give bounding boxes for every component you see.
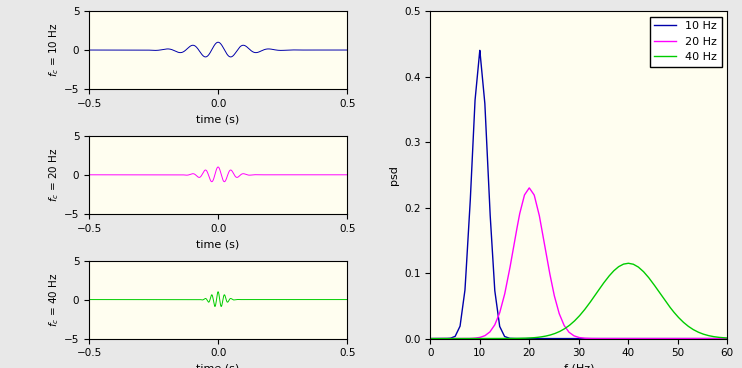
40 Hz — [562, 325, 571, 329]
20 Hz — [426, 336, 435, 341]
10 Hz — [426, 336, 435, 341]
40 Hz — [426, 336, 435, 341]
10 Hz — [441, 336, 450, 341]
20 Hz — [660, 336, 669, 341]
Y-axis label: $f_c$ = 10 Hz: $f_c$ = 10 Hz — [47, 23, 61, 77]
Y-axis label: psd: psd — [389, 165, 398, 185]
40 Hz — [715, 335, 723, 340]
Legend: 10 Hz, 20 Hz, 40 Hz: 10 Hz, 20 Hz, 40 Hz — [650, 17, 722, 67]
Y-axis label: $f_c$ = 40 Hz: $f_c$ = 40 Hz — [47, 272, 61, 327]
10 Hz — [723, 336, 732, 341]
10 Hz — [660, 336, 669, 341]
Line: 40 Hz: 40 Hz — [430, 263, 727, 339]
40 Hz — [660, 297, 669, 301]
20 Hz — [715, 336, 723, 341]
X-axis label: time (s): time (s) — [197, 114, 240, 124]
Line: 20 Hz: 20 Hz — [430, 188, 727, 339]
20 Hz — [562, 327, 571, 332]
X-axis label: time (s): time (s) — [197, 239, 240, 249]
20 Hz — [715, 336, 723, 341]
40 Hz — [723, 336, 732, 340]
10 Hz — [476, 48, 485, 53]
40 Hz — [624, 261, 633, 265]
Line: 10 Hz: 10 Hz — [430, 50, 727, 339]
X-axis label: time (s): time (s) — [197, 364, 240, 368]
40 Hz — [570, 319, 579, 323]
40 Hz — [441, 336, 450, 341]
Y-axis label: $f_c$ = 20 Hz: $f_c$ = 20 Hz — [47, 148, 61, 202]
10 Hz — [562, 336, 571, 341]
40 Hz — [714, 335, 723, 340]
10 Hz — [715, 336, 723, 341]
20 Hz — [525, 186, 533, 190]
20 Hz — [723, 336, 732, 341]
20 Hz — [441, 336, 450, 341]
20 Hz — [571, 334, 580, 338]
X-axis label: f (Hz): f (Hz) — [563, 364, 594, 368]
20 Hz — [708, 336, 717, 341]
10 Hz — [714, 336, 723, 341]
10 Hz — [571, 336, 580, 341]
